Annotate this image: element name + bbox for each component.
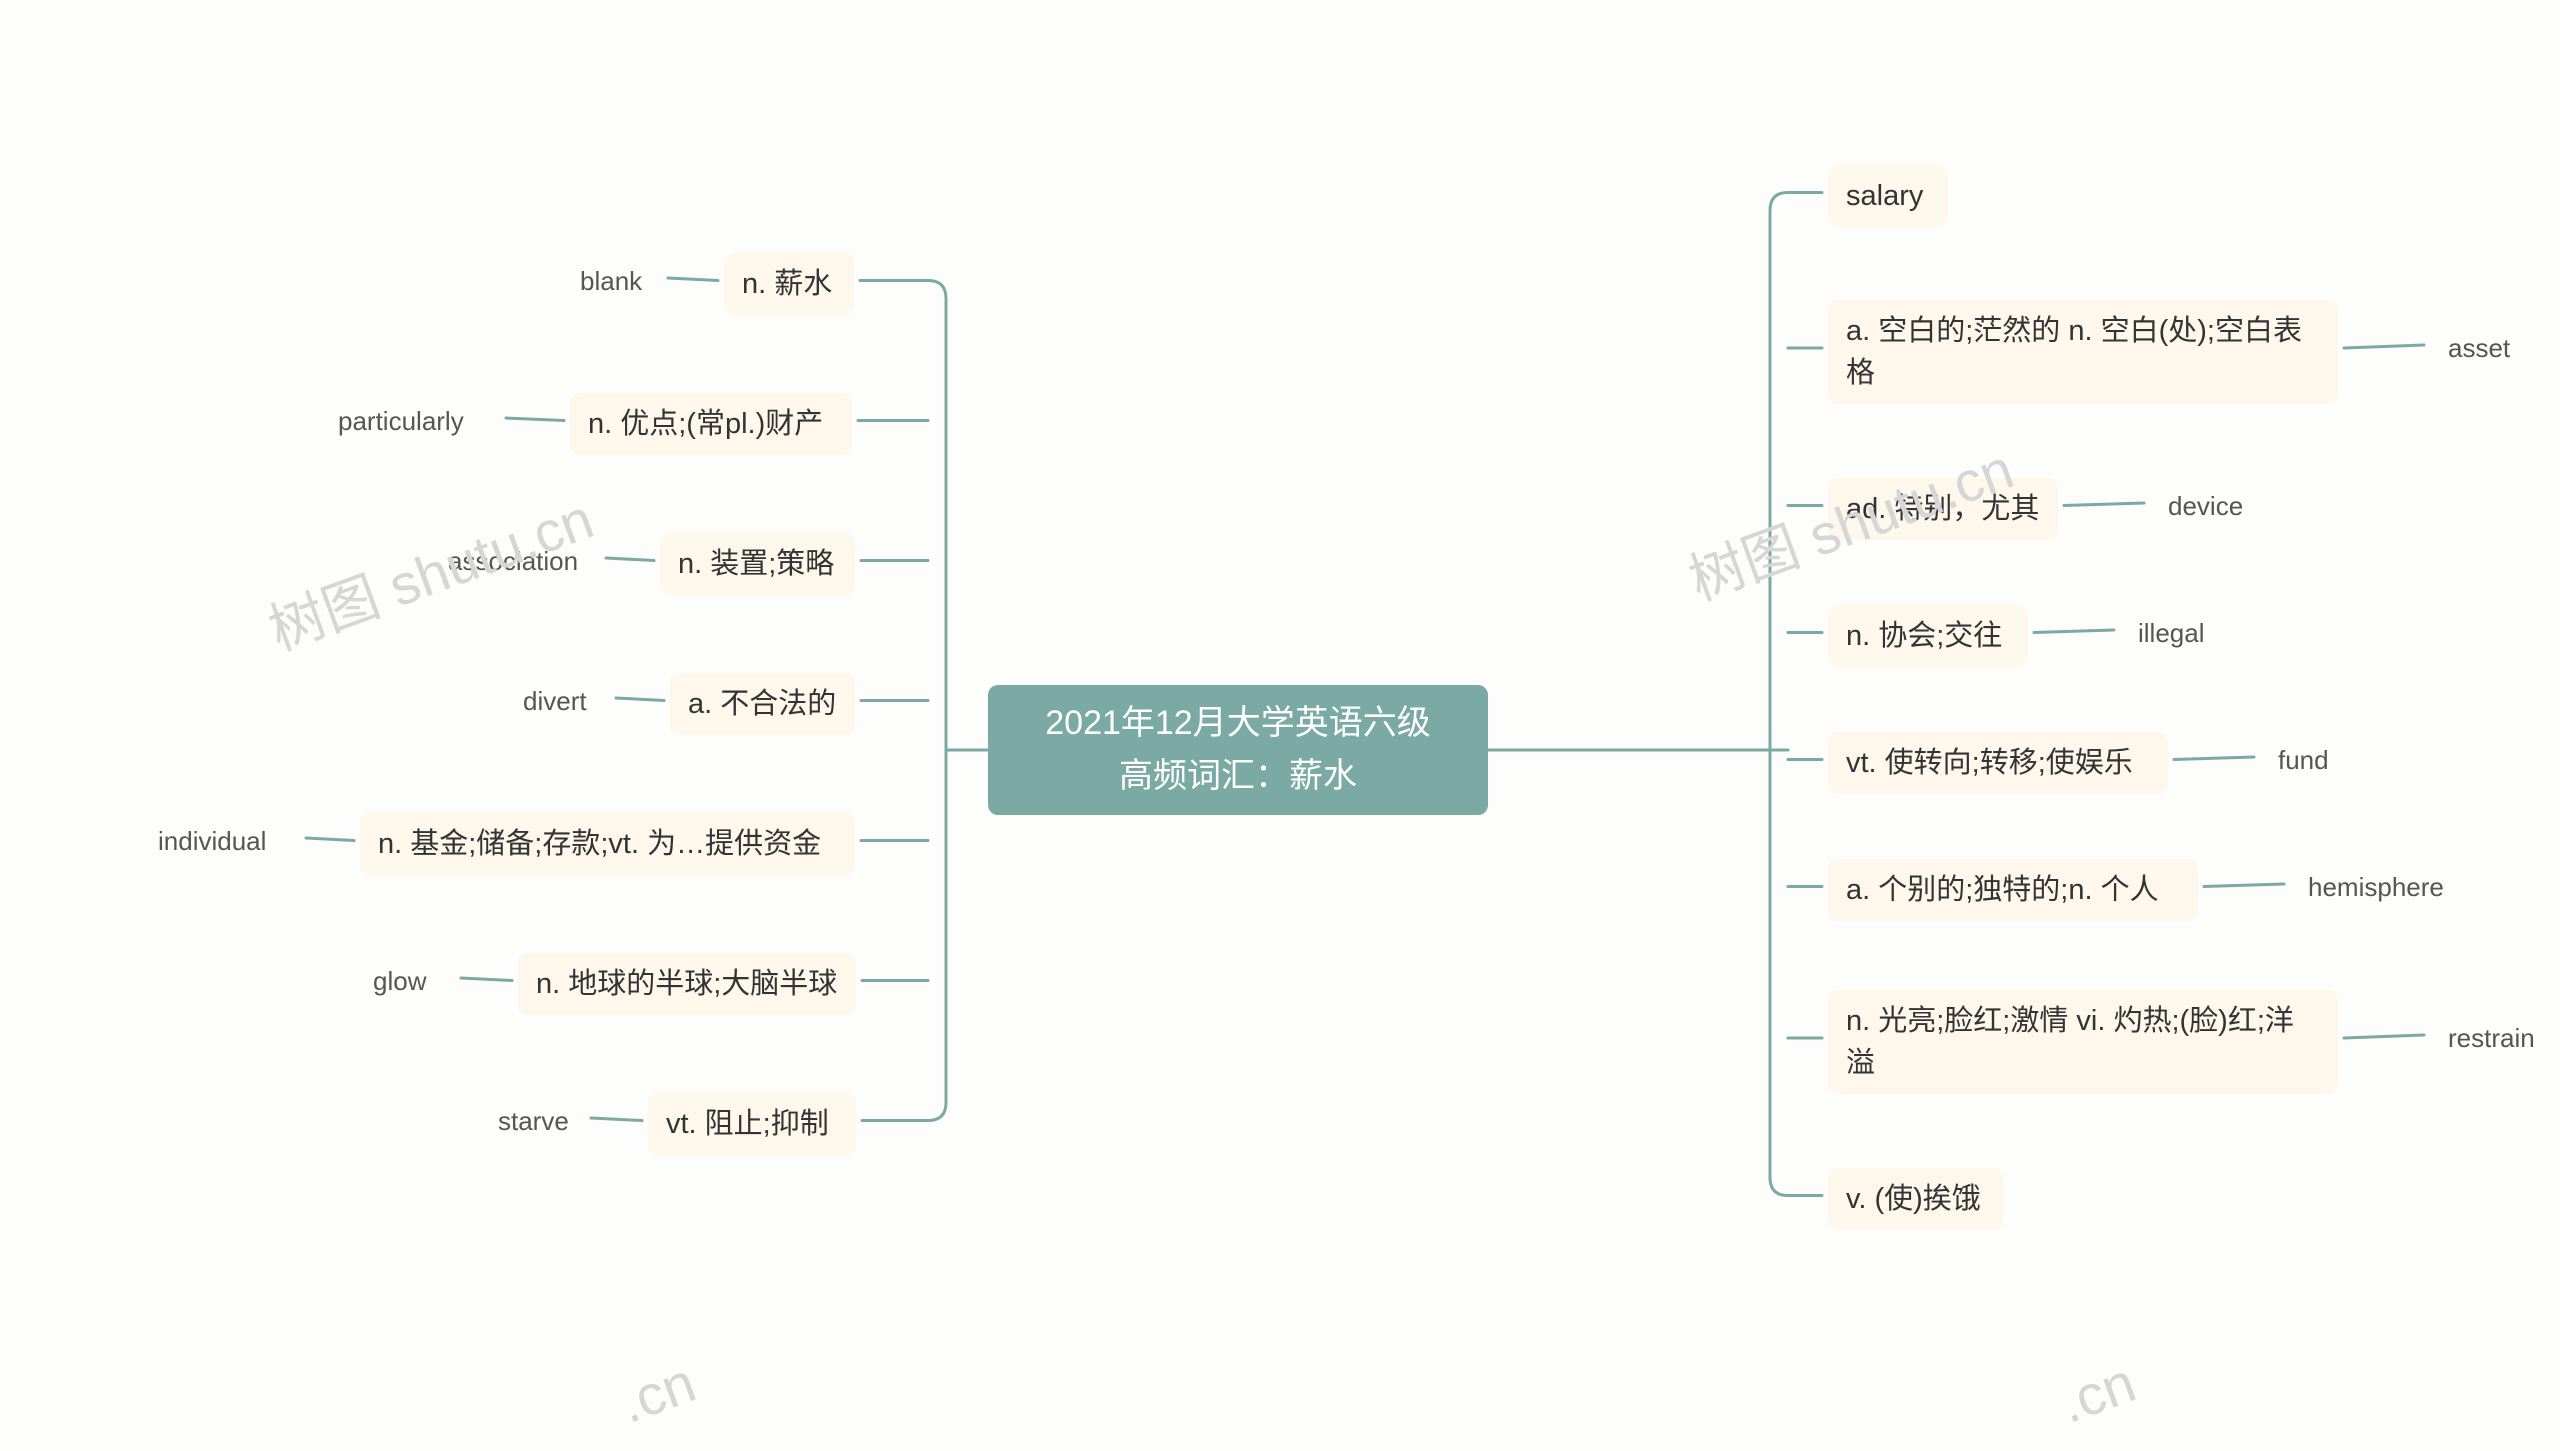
- right-l1-5-text: a. 个别的;独特的;n. 个人: [1846, 869, 2159, 911]
- right-l2-2: device: [2150, 478, 2260, 536]
- right-l2-6-text: restrain: [2448, 1020, 2535, 1058]
- right-l1-5: a. 个别的;独特的;n. 个人: [1828, 859, 2198, 921]
- left-l1-5: n. 地球的半球;大脑半球: [518, 953, 856, 1015]
- left-l1-3: a. 不合法的: [670, 673, 855, 735]
- left-l2-1: particularly: [320, 393, 500, 451]
- center-text: 2021年12月大学英语六级高频词汇：薪水: [1045, 697, 1430, 802]
- right-l1-1: a. 空白的;茫然的 n. 空白(处);空白表格: [1828, 300, 2338, 404]
- left-l2-6: starve: [480, 1093, 585, 1151]
- right-l1-2: ad. 特别，尤其: [1828, 478, 2058, 540]
- left-l1-1: n. 优点;(常pl.)财产: [570, 393, 852, 455]
- watermark-2: .cn: [611, 1349, 703, 1436]
- right-l2-1-text: asset: [2448, 330, 2510, 368]
- left-l1-0-text: n. 薪水: [742, 263, 832, 305]
- right-l1-7: v. (使)挨饿: [1828, 1168, 2003, 1230]
- right-l1-3: n. 协会;交往: [1828, 605, 2028, 667]
- right-l1-6: n. 光亮;脸红;激情 vi. 灼热;(脸)红;洋溢: [1828, 990, 2338, 1094]
- left-l2-3: divert: [505, 673, 610, 731]
- left-l2-2-text: association: [448, 543, 578, 581]
- left-l2-6-text: starve: [498, 1103, 569, 1141]
- left-l1-2: n. 装置;策略: [660, 533, 855, 595]
- right-l2-4-text: fund: [2278, 742, 2329, 780]
- left-l1-6: vt. 阻止;抑制: [648, 1093, 856, 1155]
- right-l1-1-text: a. 空白的;茫然的 n. 空白(处);空白表格: [1846, 310, 2320, 394]
- left-l2-0-text: blank: [580, 263, 642, 301]
- left-l1-1-text: n. 优点;(常pl.)财产: [588, 403, 823, 445]
- left-l1-5-text: n. 地球的半球;大脑半球: [536, 963, 837, 1005]
- right-l1-4: vt. 使转向;转移;使娱乐: [1828, 732, 2168, 794]
- right-l2-1: asset: [2430, 320, 2525, 378]
- right-l1-2-text: ad. 特别，尤其: [1846, 488, 2039, 530]
- right-l1-0: salary: [1828, 165, 1948, 227]
- right-l2-3-text: illegal: [2138, 615, 2205, 653]
- right-l2-4: fund: [2260, 732, 2345, 790]
- left-l2-5-text: glow: [373, 963, 426, 1001]
- left-l1-4-text: n. 基金;储备;存款;vt. 为…提供资金: [378, 823, 821, 865]
- right-l1-0-text: salary: [1846, 175, 1923, 217]
- left-l2-2: association: [430, 533, 600, 591]
- watermark-3: .cn: [2051, 1349, 2143, 1436]
- right-l1-7-text: v. (使)挨饿: [1846, 1178, 1981, 1220]
- left-l1-3-text: a. 不合法的: [688, 683, 836, 725]
- left-l1-6-text: vt. 阻止;抑制: [666, 1103, 829, 1145]
- right-l1-3-text: n. 协会;交往: [1846, 615, 2002, 657]
- left-l1-2-text: n. 装置;策略: [678, 543, 834, 585]
- right-l1-6-text: n. 光亮;脸红;激情 vi. 灼热;(脸)红;洋溢: [1846, 1000, 2320, 1084]
- right-l2-3: illegal: [2120, 605, 2220, 663]
- left-l2-4-text: individual: [158, 823, 266, 861]
- right-l2-5: hemisphere: [2290, 859, 2470, 917]
- left-l1-0: n. 薪水: [724, 253, 854, 315]
- right-l1-4-text: vt. 使转向;转移;使娱乐: [1846, 742, 2133, 784]
- center-node: 2021年12月大学英语六级高频词汇：薪水: [988, 685, 1488, 815]
- left-l2-4: individual: [140, 813, 300, 871]
- right-l2-6: restrain: [2430, 1010, 2560, 1068]
- left-l2-1-text: particularly: [338, 403, 464, 441]
- left-l1-4: n. 基金;储备;存款;vt. 为…提供资金: [360, 813, 855, 875]
- left-l2-0: blank: [562, 253, 662, 311]
- right-l2-5-text: hemisphere: [2308, 869, 2444, 907]
- left-l2-5: glow: [355, 953, 455, 1011]
- right-l2-2-text: device: [2168, 488, 2243, 526]
- left-l2-3-text: divert: [523, 683, 587, 721]
